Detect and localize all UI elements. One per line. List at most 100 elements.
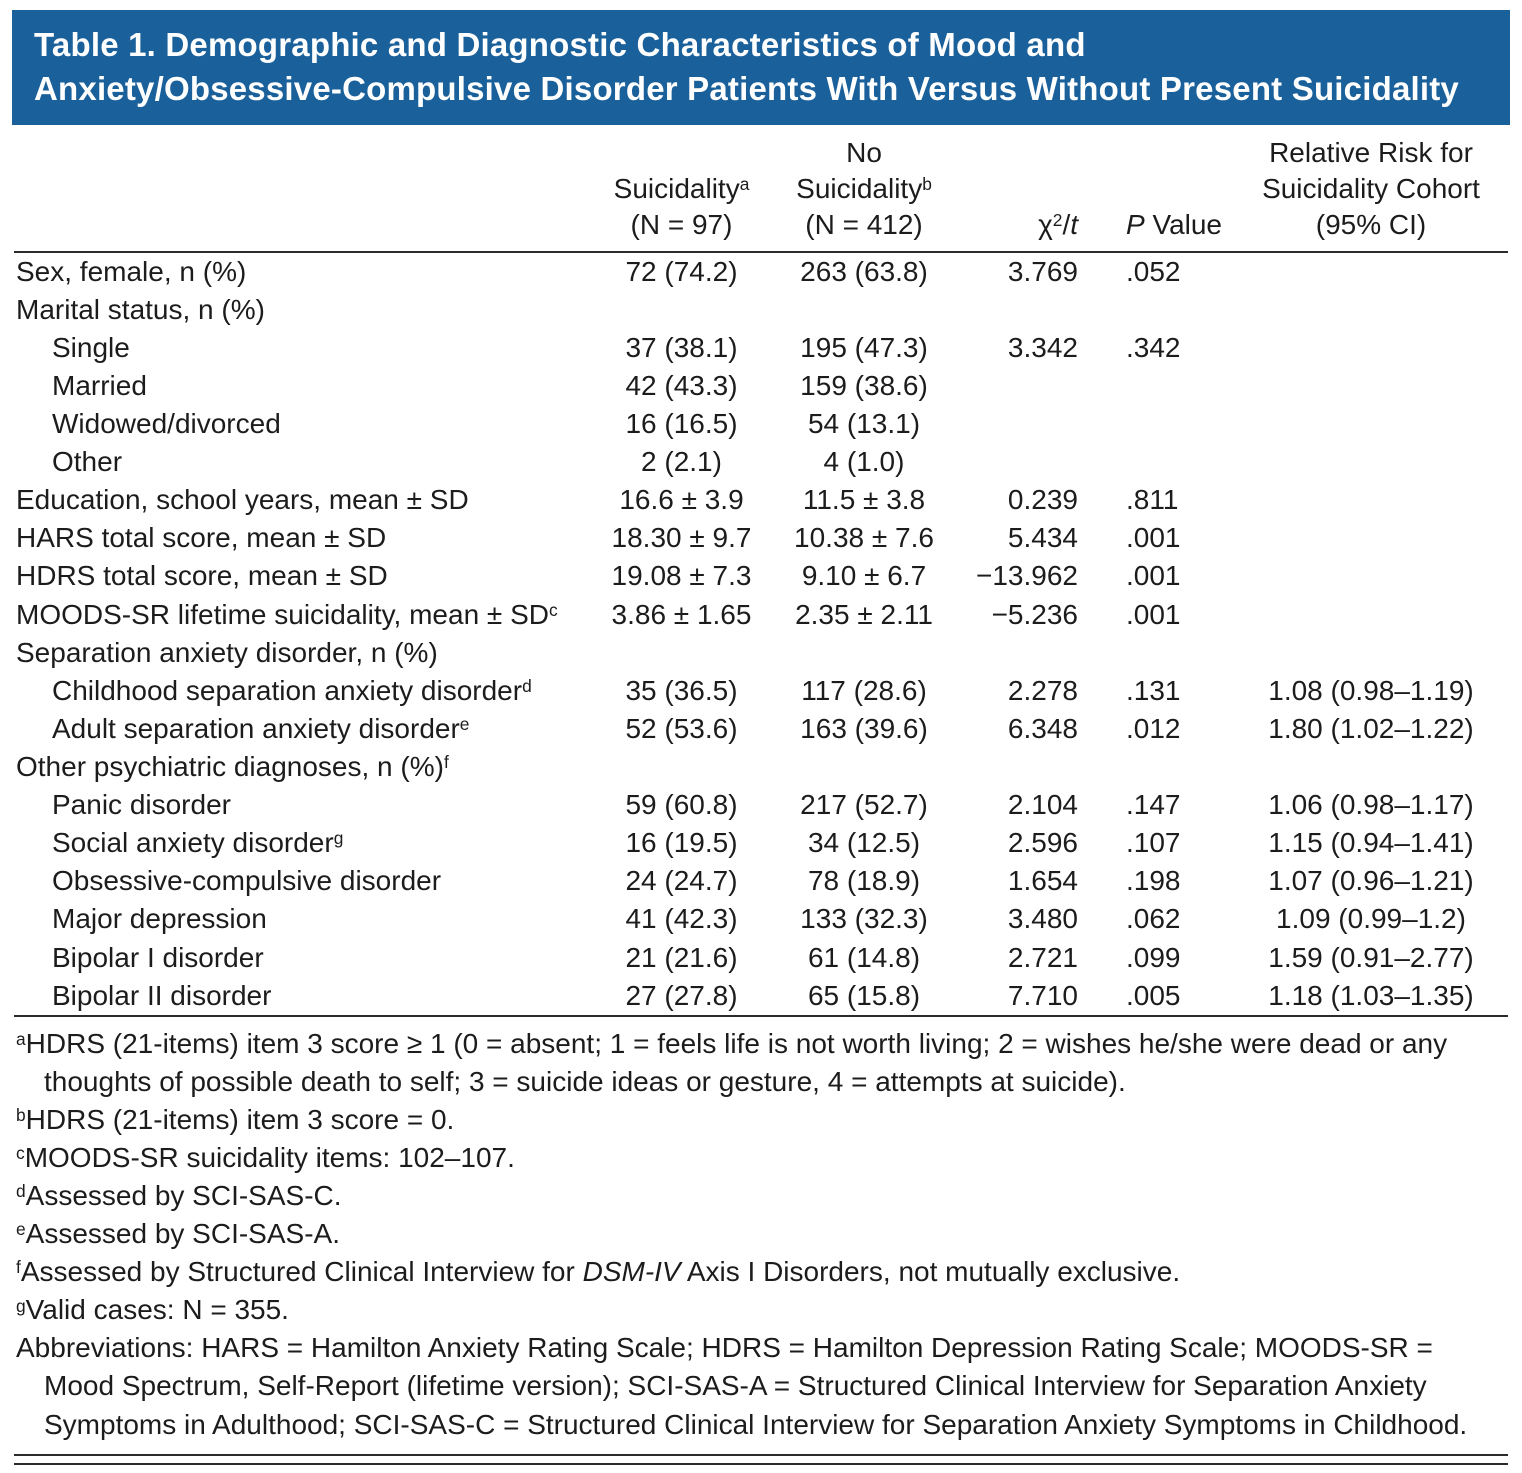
cell-chi2-t: 2.278: [1007, 674, 1078, 706]
cell-relative-risk: [1234, 557, 1508, 595]
data-table: Suicidalitya (N = 97) No Suicidalityb (N…: [14, 131, 1508, 1017]
cell-suicidality: 19.08 ± 7.3: [611, 560, 752, 592]
cell-suicidality: 18.30 ± 9.7: [611, 522, 752, 554]
cell-relative-risk: [1234, 291, 1508, 329]
cell-suicidality: [594, 634, 769, 672]
footnote-g: gValid cases: N = 355.: [16, 1294, 289, 1326]
table-row: Marital status, n (%): [14, 291, 1508, 329]
cell-suicidality: 72 (74.2): [625, 255, 738, 287]
cell-p-value: [1084, 634, 1234, 672]
table-row: Obsessive-compulsive disorder 24 (24.7) 78…: [14, 862, 1508, 900]
cell-no-suicidality: 163 (39.6): [800, 712, 928, 744]
col-header-p-value: P Value: [1084, 131, 1234, 253]
cell-relative-risk: [1234, 519, 1508, 557]
superscript-d: d: [522, 675, 532, 696]
col-header-text: No: [846, 137, 882, 169]
cell-suicidality: 52 (53.6): [625, 712, 738, 744]
col-header-text: Suicidality: [613, 172, 740, 204]
superscript-e: e: [459, 714, 470, 735]
cell-suicidality: 41 (42.3): [625, 903, 738, 935]
cell-suicidality: 16 (19.5): [625, 827, 738, 859]
cell-chi2-t: [959, 367, 1084, 405]
col-header-suicidality: Suicidalitya (N = 97): [594, 131, 769, 253]
table-row: Childhood separation anxiety disorderd 35…: [14, 672, 1508, 710]
table-row: Other psychiatric diagnoses, n (%)f: [14, 748, 1508, 786]
table-row: Married 42 (43.3) 159 (38.6): [14, 367, 1508, 405]
cell-no-suicidality: 10.38 ± 7.6: [794, 522, 934, 554]
cell-p-value: .062: [1126, 903, 1181, 935]
footnote-c: cMOODS-SR suicidality items: 102–107.: [16, 1142, 515, 1173]
row-label: Separation anxiety disorder, n (%): [16, 636, 438, 668]
col-header-n: (N = 97): [630, 208, 733, 240]
cell-suicidality: 27 (27.8): [625, 979, 738, 1011]
footnote-d: dAssessed by SCI-SAS-C.: [16, 1180, 342, 1212]
col-header-no-suicidality: No Suicidalityb (N = 412): [769, 131, 959, 253]
cell-no-suicidality: 159 (38.6): [800, 369, 928, 401]
cell-p-value: [1084, 443, 1234, 481]
table-row: Adult separation anxiety disordere 52 (53…: [14, 710, 1508, 748]
row-label: Obsessive-compulsive disorder: [52, 865, 442, 897]
cell-chi2-t: 2.721: [1007, 941, 1078, 973]
row-label: HARS total score, mean ± SD: [16, 522, 387, 554]
p-value-text: Value: [1144, 208, 1223, 240]
cell-relative-risk: [1234, 443, 1508, 481]
cell-suicidality: 59 (60.8): [625, 789, 738, 821]
cell-p-value: .001: [1126, 598, 1181, 630]
cell-chi2-t: 2.596: [1007, 827, 1078, 859]
table-body: Sex, female, n (%) 72 (74.2) 263 (63.8) 3.7…: [14, 252, 1508, 1016]
row-label: MOODS-SR lifetime suicidality, mean ± SD…: [16, 598, 558, 630]
table-row: Bipolar II disorder 27 (27.8) 65 (15.8) 7.7…: [14, 977, 1508, 1016]
cell-suicidality: [594, 291, 769, 329]
table-row: Social anxiety disorderg 16 (19.5) 34 (12.…: [14, 824, 1508, 862]
col-header-n: (N = 412): [805, 208, 923, 240]
cell-suicidality: 3.86 ± 1.65: [611, 598, 752, 630]
cell-no-suicidality: [769, 291, 959, 329]
cell-p-value: .107: [1126, 827, 1181, 859]
cell-p-value: .147: [1126, 789, 1181, 821]
cell-p-value: .342: [1126, 331, 1181, 363]
cell-relative-risk: 1.18 (1.03–1.35): [1268, 979, 1474, 1011]
table-row: HARS total score, mean ± SD 18.30 ± 9.7 10…: [14, 519, 1508, 557]
table-row: Other 2 (2.1) 4 (1.0): [14, 443, 1508, 481]
col-header-text: Relative Risk for: [1269, 137, 1473, 169]
cell-chi2-t: [959, 634, 1084, 672]
cell-relative-risk: [1234, 329, 1508, 367]
footnote-a: aHDRS (21-items) item 3 score ≥ 1 (0 = a…: [16, 1027, 1448, 1097]
superscript-c: c: [548, 599, 558, 620]
superscript-f: f: [443, 752, 449, 773]
row-label: Childhood separation anxiety disorderd: [52, 674, 532, 706]
chi-symbol: χ: [1038, 208, 1053, 240]
cell-no-suicidality: 11.5 ± 3.8: [802, 484, 926, 516]
row-label: Marital status, n (%): [16, 293, 265, 325]
cell-no-suicidality: 78 (18.9): [807, 865, 921, 897]
row-label: Major depression: [52, 903, 267, 935]
cell-suicidality: 37 (38.1): [625, 331, 738, 363]
table-row: HDRS total score, mean ± SD 19.08 ± 7.3 9.…: [14, 557, 1508, 595]
table-row: Single 37 (38.1) 195 (47.3) 3.342 .342: [14, 329, 1508, 367]
cell-chi2-t: −13.962: [976, 560, 1078, 592]
cell-p-value: [1084, 291, 1234, 329]
cell-p-value: .052: [1126, 255, 1181, 287]
cell-no-suicidality: 9.10 ± 6.7: [801, 560, 927, 592]
table-row: Major depression 41 (42.3) 133 (32.3) 3.480…: [14, 900, 1508, 938]
table-row: MOODS-SR lifetime suicidality, mean ± SD…: [14, 596, 1508, 634]
col-header-text: (95% CI): [1315, 208, 1427, 240]
cell-p-value: .099: [1126, 941, 1181, 973]
cell-chi2-t: 6.348: [1007, 712, 1078, 744]
cell-chi2-t: 3.769: [1007, 255, 1078, 287]
table-title-line-1: Table 1. Demographic and Diagnostic Char…: [34, 26, 1086, 63]
cell-relative-risk: [1234, 634, 1508, 672]
table-row: Panic disorder 59 (60.8) 217 (52.7) 2.104 .1…: [14, 786, 1508, 824]
footnote-marker-a: a: [16, 1028, 26, 1049]
footnote-marker-c: c: [16, 1143, 25, 1164]
table-wrap: Suicidalitya (N = 97) No Suicidalityb (N…: [12, 131, 1510, 1465]
footnote-marker-g: g: [16, 1295, 26, 1316]
col-header-rowlabel: [14, 131, 594, 253]
italic-term: DSM-IV: [582, 1256, 681, 1288]
cell-relative-risk: 1.06 (0.98–1.17): [1268, 789, 1474, 821]
footnote-abbreviations: Abbreviations: HARS = Hamilton Anxiety R…: [16, 1332, 1468, 1440]
cell-no-suicidality: 65 (15.8): [807, 979, 921, 1011]
cell-relative-risk: 1.07 (0.96–1.21): [1268, 865, 1474, 897]
cell-no-suicidality: [769, 748, 959, 786]
table-row: Education, school years, mean ± SD 16.6 ±…: [14, 481, 1508, 519]
